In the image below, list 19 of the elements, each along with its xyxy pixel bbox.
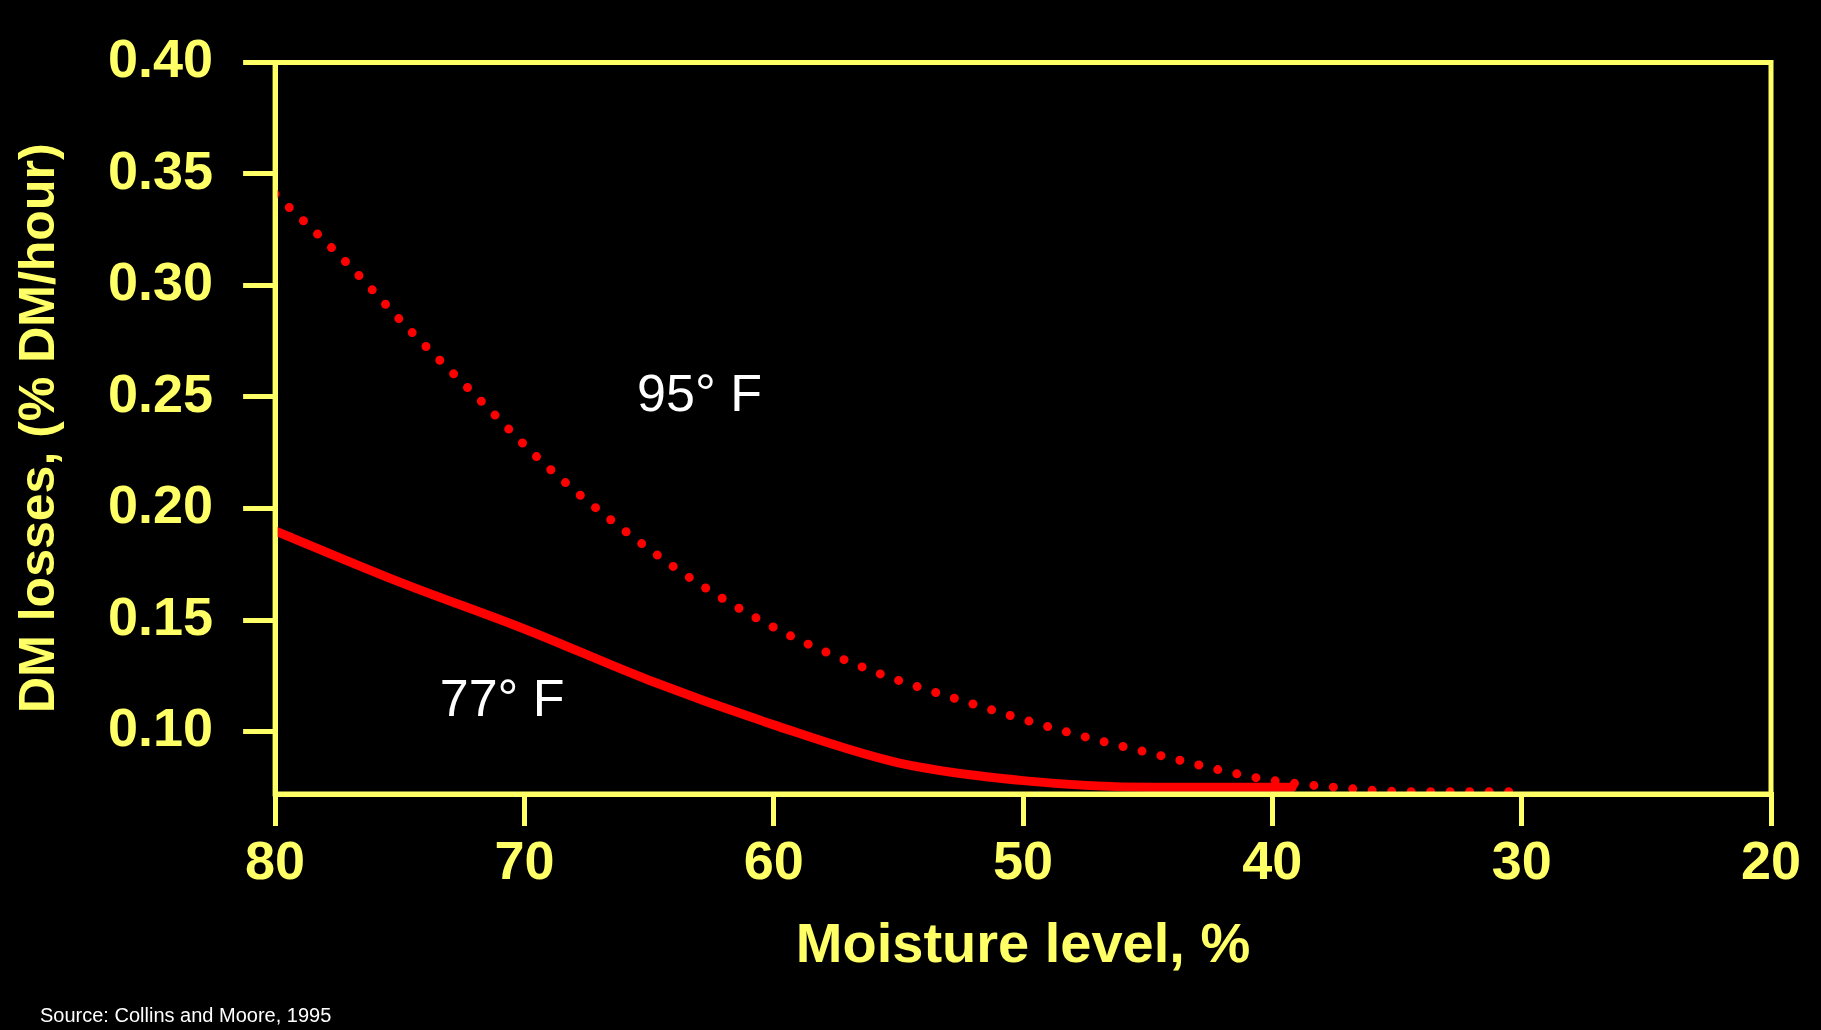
x-tick-label: 80 — [245, 830, 306, 891]
series-label: 77° F — [439, 669, 565, 728]
y-tick-label: 0.30 — [107, 251, 214, 312]
y-tick-label: 0.15 — [107, 585, 214, 646]
y-tick-label: 0.20 — [107, 474, 214, 535]
source-note: Source: Collins and Moore, 1995 — [40, 1003, 332, 1026]
series-label: 95° F — [637, 364, 762, 423]
x-tick-label: 70 — [494, 830, 555, 891]
y-tick-label: 0.25 — [107, 362, 214, 423]
x-tick-label: 40 — [1242, 830, 1303, 891]
x-tick-label: 60 — [743, 830, 804, 891]
x-tick-label: 20 — [1740, 830, 1802, 891]
y-tick-label: 0.40 — [107, 28, 214, 89]
x-tick-label: 30 — [1491, 830, 1552, 891]
x-axis-title: Moisture level, % — [795, 910, 1251, 974]
y-axis-title: DM losses, (% DM/hour) — [8, 143, 65, 713]
x-tick-label: 50 — [993, 830, 1054, 891]
y-tick-label: 0.10 — [107, 697, 214, 758]
y-tick-label: 0.35 — [107, 139, 214, 200]
